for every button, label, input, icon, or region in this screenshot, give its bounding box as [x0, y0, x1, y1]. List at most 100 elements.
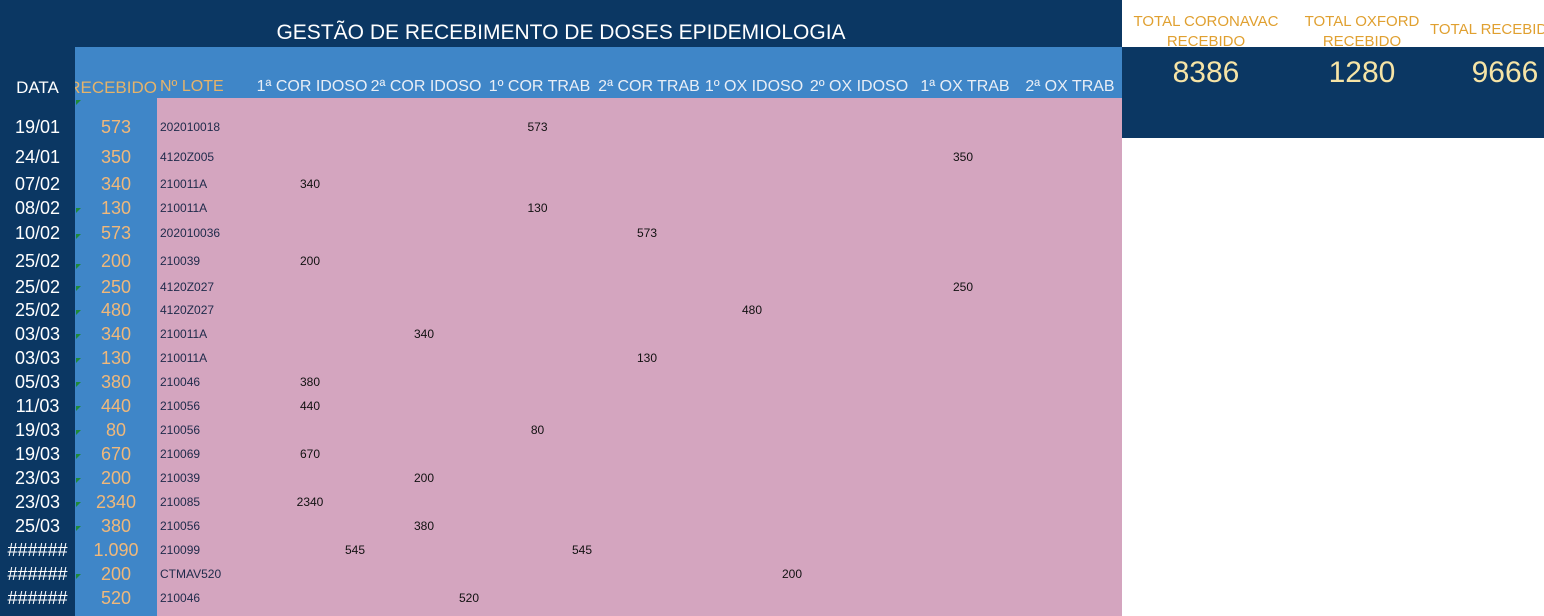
dose-cell[interactable]: 340	[299, 177, 321, 191]
dose-cell[interactable]: 670	[299, 447, 321, 461]
dose-cell[interactable]: 250	[952, 280, 974, 294]
date-cell[interactable]: 24/01	[14, 147, 61, 167]
lot-cell[interactable]: 210011A	[160, 351, 208, 365]
received-cell[interactable]: 480	[100, 300, 132, 320]
date-cell[interactable]: 10/02	[14, 223, 61, 243]
received-cell[interactable]: 80	[105, 420, 127, 440]
dose-cell[interactable]: 573	[527, 120, 548, 134]
lot-cell[interactable]: 210056	[160, 519, 201, 533]
header-data[interactable]: DATA	[16, 78, 59, 97]
header-col-3[interactable]: 2ª COR TRAB	[598, 78, 700, 95]
received-cell[interactable]: 380	[100, 516, 132, 536]
lot-cell[interactable]: 210039	[160, 471, 201, 485]
lot-cell[interactable]: 202010018	[160, 120, 221, 134]
date-cell[interactable]: 19/03	[14, 444, 61, 464]
lot-cell[interactable]: 210046	[160, 591, 201, 605]
dose-cell[interactable]: 520	[458, 591, 479, 605]
lot-cell[interactable]: 210056	[160, 423, 201, 437]
lot-cell[interactable]: 210056	[160, 399, 201, 413]
lot-cell[interactable]: 210011A	[160, 177, 208, 191]
error-indicator-icon	[76, 208, 81, 213]
lot-cell[interactable]: 202010036	[160, 226, 221, 240]
lot-cell[interactable]: 4120Z027	[160, 303, 215, 317]
received-cell[interactable]: 200	[100, 251, 132, 271]
lot-cell[interactable]: 210069	[160, 447, 201, 461]
date-cell[interactable]: ######	[7, 540, 68, 560]
date-cell[interactable]: 25/02	[14, 277, 61, 297]
received-cell[interactable]: 200	[100, 564, 132, 584]
header-lote[interactable]: Nº LOTE	[160, 78, 224, 95]
header-col-0[interactable]: 1ª COR IDOSO	[256, 78, 368, 95]
lot-cell[interactable]: 210011A	[160, 201, 208, 215]
received-cell[interactable]: 1.090	[93, 540, 139, 560]
date-cell[interactable]: 25/03	[14, 516, 61, 536]
lot-cell[interactable]: 210046	[160, 375, 201, 389]
dose-cell[interactable]: 200	[413, 471, 435, 485]
received-cell[interactable]: 340	[100, 324, 132, 344]
error-indicator-icon	[76, 310, 81, 315]
dose-cell[interactable]: 350	[952, 150, 974, 164]
dose-cell[interactable]: 2340	[296, 495, 324, 509]
dose-cell[interactable]: 545	[344, 543, 365, 557]
header-col-6[interactable]: 1ª OX TRAB	[920, 78, 1010, 95]
date-cell[interactable]: 23/03	[14, 468, 61, 488]
dose-cell[interactable]: 573	[636, 226, 658, 240]
dose-cell[interactable]: 80	[530, 423, 545, 437]
lot-cell[interactable]: CTMAV520	[160, 567, 222, 581]
received-cell[interactable]: 200	[100, 468, 132, 488]
dose-cell[interactable]: 545	[571, 543, 592, 557]
received-cell[interactable]: 573	[100, 117, 132, 137]
dose-cell[interactable]: 380	[413, 519, 435, 533]
dose-cell[interactable]: 130	[527, 201, 548, 215]
dose-cell[interactable]: 480	[741, 303, 763, 317]
dose-cell[interactable]: 380	[299, 375, 321, 389]
lot-cell[interactable]: 4120Z005	[160, 150, 215, 164]
date-cell[interactable]: 25/02	[14, 300, 61, 320]
date-cell[interactable]: ######	[7, 588, 68, 608]
date-cell[interactable]: 08/02	[14, 198, 61, 218]
received-cell[interactable]: 670	[100, 444, 132, 464]
date-cell[interactable]: 03/03	[14, 324, 61, 344]
date-cell[interactable]: 03/03	[14, 348, 61, 368]
received-cell[interactable]: 380	[100, 372, 132, 392]
received-cell[interactable]: 520	[100, 588, 132, 608]
received-cell[interactable]: 573	[100, 223, 132, 243]
dose-cell[interactable]: 440	[299, 399, 321, 413]
header-col-1[interactable]: 2ª COR IDOSO	[370, 78, 482, 95]
date-cell[interactable]: 07/02	[14, 174, 61, 194]
date-cell[interactable]: 19/01	[14, 117, 61, 137]
dose-cell[interactable]: 340	[413, 327, 435, 341]
lot-cell[interactable]: 210039	[160, 254, 201, 268]
received-cell[interactable]: 130	[100, 348, 132, 368]
date-cell[interactable]: 11/03	[15, 396, 60, 416]
date-cell[interactable]: 05/03	[14, 372, 61, 392]
date-cell[interactable]: 19/03	[14, 420, 61, 440]
header-col-2[interactable]: 1º COR TRAB	[488, 78, 591, 95]
header-col-5[interactable]: 2º OX IDOSO	[809, 78, 909, 95]
lot-cell[interactable]: 210099	[160, 543, 201, 557]
dose-cell[interactable]: 200	[781, 567, 802, 581]
received-cell[interactable]: 130	[100, 198, 132, 218]
date-cell[interactable]: ######	[7, 564, 68, 584]
error-indicator-icon	[76, 454, 81, 459]
header-col-7[interactable]: 2ª OX TRAB	[1025, 78, 1115, 95]
received-cell[interactable]: 2340	[95, 492, 137, 512]
received-cell[interactable]: 440	[100, 396, 132, 416]
received-cell[interactable]: 250	[100, 277, 132, 297]
lot-cell[interactable]: 210011A	[160, 327, 208, 341]
date-cell[interactable]: 23/03	[14, 492, 61, 512]
total-label-line1: TOTAL OXFORD	[1304, 13, 1420, 30]
error-indicator-icon	[76, 478, 81, 483]
header-recebido[interactable]: RECEBIDO	[75, 78, 157, 97]
total-value: 1280	[1328, 56, 1396, 89]
lot-cell[interactable]: 4120Z027	[160, 280, 215, 294]
totals-panel	[1122, 47, 1544, 138]
received-cell[interactable]: 350	[100, 147, 132, 167]
dose-cell[interactable]: 200	[299, 254, 321, 268]
date-cell[interactable]: 25/02	[14, 251, 61, 271]
lot-cell[interactable]: 210085	[160, 495, 201, 509]
received-cell[interactable]: 340	[100, 174, 132, 194]
header-col-4[interactable]: 1º OX IDOSO	[704, 78, 804, 95]
dose-cell[interactable]: 130	[636, 351, 658, 365]
total-value: 9666	[1471, 56, 1539, 89]
